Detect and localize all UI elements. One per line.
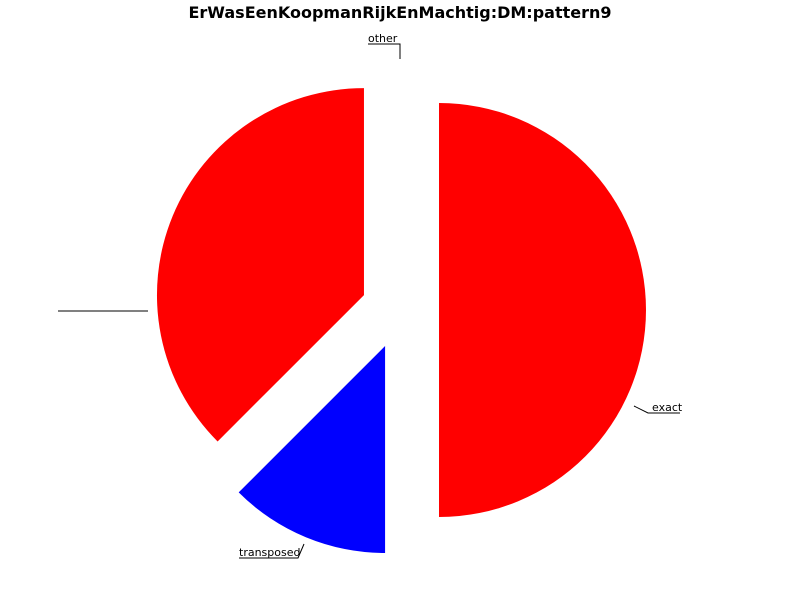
pie-slice-other: [439, 103, 646, 517]
pie-slice-transposed: [156, 88, 364, 442]
slice-label-other-leader: [368, 43, 401, 59]
pie-slices: [156, 88, 646, 554]
pie-slice-exact: [238, 346, 386, 554]
slice-label-transposed-leader: [239, 543, 305, 559]
slice-label-exact: exact: [652, 401, 683, 414]
chart-title: ErWasEenKoopmanRijkEnMachtig:DM:pattern9: [188, 3, 611, 22]
slice-label-other: other: [368, 32, 398, 45]
slice-label-transposed: transposed: [239, 546, 300, 559]
pie-labels: other exact transposed: [58, 32, 683, 559]
slice-label-exact-leader: [633, 405, 680, 414]
